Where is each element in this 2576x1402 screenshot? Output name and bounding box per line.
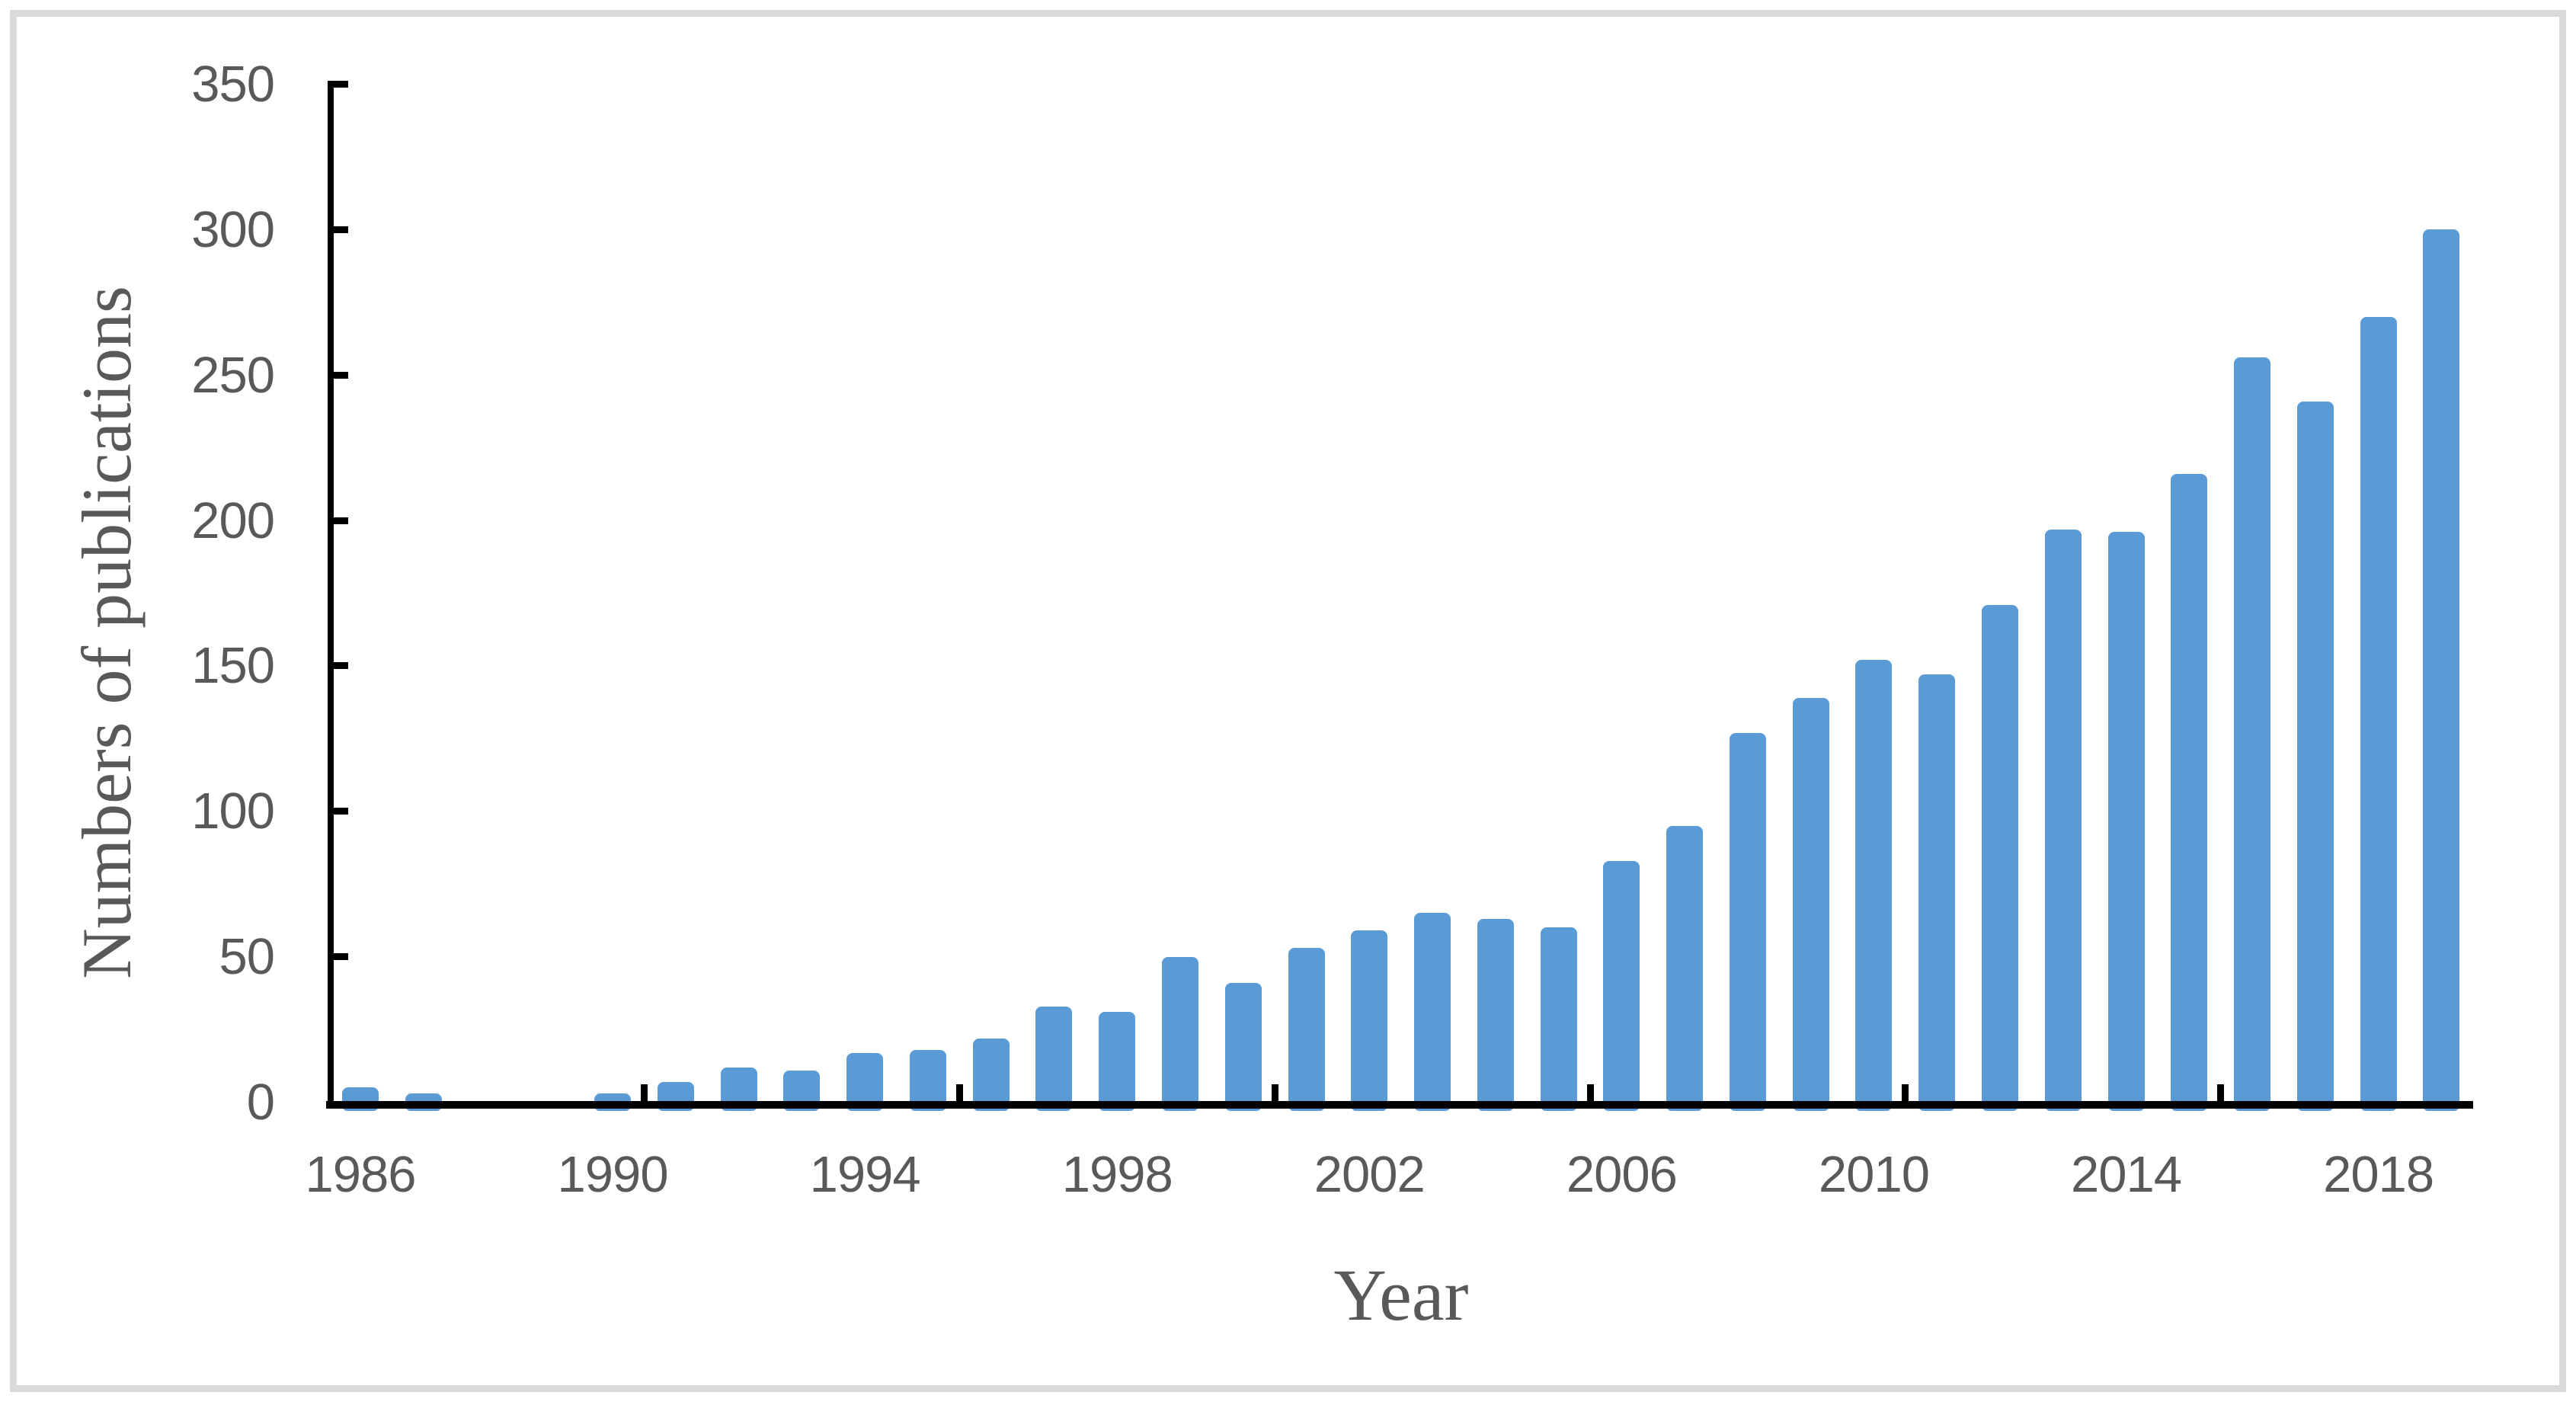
y-axis-title: Numbers of publications — [68, 286, 146, 979]
y-axis-line — [328, 81, 334, 1109]
y-tick-label-350: 350 — [191, 56, 275, 114]
y-tick-150 — [328, 662, 348, 670]
x-tick-15 — [1271, 1084, 1278, 1101]
x-tick-label-2014: 2014 — [2071, 1146, 2182, 1203]
y-tick-label-300: 300 — [191, 200, 275, 258]
x-tick-label-1986: 1986 — [305, 1146, 416, 1203]
x-tick-label-2010: 2010 — [1818, 1146, 1930, 1203]
y-tick-350 — [328, 81, 348, 88]
bar-1998 — [1099, 1012, 1136, 1111]
x-tick-20 — [1586, 1084, 1594, 1101]
bar-2009 — [1792, 697, 1829, 1111]
bar-1996 — [972, 1038, 1010, 1111]
bar-1999 — [1161, 956, 1198, 1111]
bar-2002 — [1351, 930, 1388, 1111]
bar-1995 — [909, 1049, 946, 1111]
x-tick-10 — [955, 1084, 963, 1101]
bar-2013 — [2044, 529, 2082, 1111]
bar-2005 — [1540, 927, 1577, 1111]
y-tick-300 — [328, 226, 348, 233]
bar-2017 — [2296, 401, 2334, 1111]
bar-2007 — [1666, 825, 1704, 1111]
bar-2016 — [2234, 357, 2271, 1111]
x-tick-label-2002: 2002 — [1314, 1146, 1426, 1203]
x-tick-label-1998: 1998 — [1061, 1146, 1173, 1203]
x-tick-25 — [1902, 1084, 1909, 1101]
bar-2000 — [1224, 983, 1262, 1111]
x-tick-5 — [640, 1084, 648, 1101]
x-tick-label-1994: 1994 — [809, 1146, 921, 1203]
y-tick-200 — [328, 517, 348, 524]
bar-2011 — [1918, 674, 1956, 1111]
bar-2004 — [1477, 919, 1514, 1111]
bar-2015 — [2171, 474, 2208, 1111]
x-tick-label-2018: 2018 — [2323, 1146, 2434, 1203]
y-tick-label-150: 150 — [191, 637, 275, 695]
bar-1997 — [1035, 1006, 1073, 1111]
bar-2003 — [1414, 913, 1451, 1111]
bar-2008 — [1729, 732, 1766, 1111]
y-tick-100 — [328, 808, 348, 815]
y-tick-label-100: 100 — [191, 783, 275, 840]
y-tick-label-200: 200 — [191, 491, 275, 549]
x-tick-30 — [2217, 1084, 2225, 1101]
x-tick-label-2006: 2006 — [1566, 1146, 1678, 1203]
y-tick-250 — [328, 371, 348, 379]
y-tick-label-250: 250 — [191, 346, 275, 404]
x-axis-title: Year — [1333, 1254, 1469, 1336]
x-tick-label-1990: 1990 — [557, 1146, 669, 1203]
y-tick-50 — [328, 953, 348, 961]
bar-2018 — [2360, 316, 2397, 1111]
bar-2014 — [2107, 532, 2145, 1111]
x-axis-line — [326, 1101, 2473, 1109]
y-tick-label-50: 50 — [219, 928, 275, 986]
bar-2012 — [1982, 604, 2018, 1111]
bar-2006 — [1603, 860, 1640, 1111]
bar-2010 — [1855, 660, 1893, 1111]
y-tick-label-0: 0 — [246, 1074, 275, 1131]
bar-2019 — [2423, 229, 2460, 1111]
bar-2001 — [1288, 948, 1325, 1111]
